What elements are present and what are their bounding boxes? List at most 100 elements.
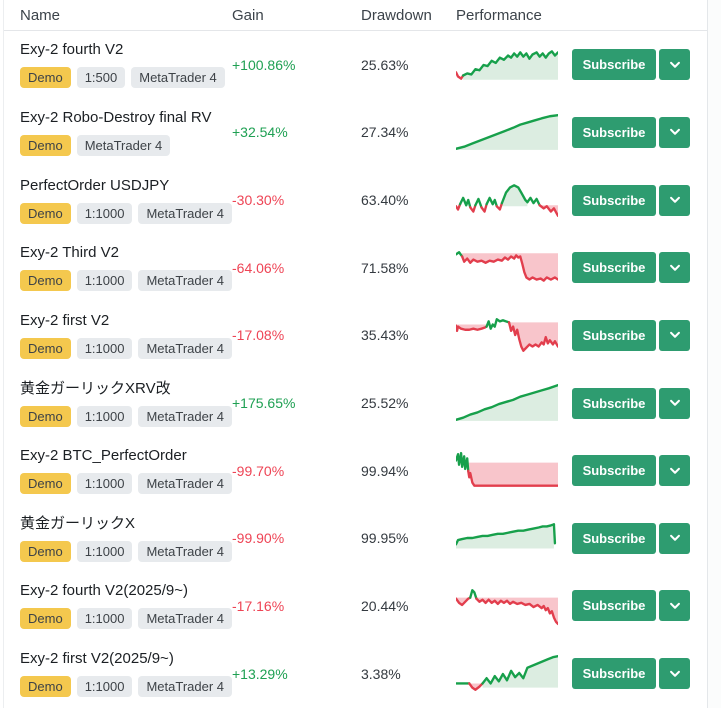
signal-name-link[interactable]: PerfectOrder USDJPY [20, 176, 170, 194]
chevron-down-icon [669, 467, 680, 474]
signal-name-cell: Exy-2 fourth V2 Demo 1:500 MetaTrader 4 [20, 41, 232, 89]
subscribe-button[interactable]: Subscribe [572, 455, 656, 487]
leverage-badge: 1:1000 [76, 676, 133, 698]
subscribe-dropdown-button[interactable] [659, 252, 690, 284]
subscribe-button[interactable]: Subscribe [572, 319, 656, 351]
subscribe-actions: Subscribe [572, 387, 707, 419]
account-type-badge: Demo [20, 676, 71, 698]
performance-cell [456, 382, 572, 424]
signal-row: Exy-2 fourth V2(2025/9~) Demo 1:1000 MetaT… [4, 572, 707, 640]
performance-sparkline [456, 250, 558, 282]
signal-name-cell: 黄金ガーリックX Demo 1:1000 MetaTrader 4 [20, 514, 233, 562]
leverage-badge: 1:1000 [76, 202, 133, 224]
subscribe-button[interactable]: Subscribe [572, 184, 656, 216]
signal-name-cell: Exy-2 first V2 Demo 1:1000 MetaTrader 4 [20, 311, 233, 359]
subscribe-dropdown-button[interactable] [659, 116, 690, 148]
signal-row: Exy-2 Robo-Destroy final RV Demo MetaTrad… [4, 99, 707, 167]
signal-name-link[interactable]: Exy-2 BTC_PerfectOrder [20, 447, 187, 465]
right-gutter [708, 0, 721, 708]
subscribe-dropdown-button[interactable] [659, 387, 690, 419]
signal-name-link[interactable]: Exy-2 first V2(2025/9~) [20, 650, 174, 668]
account-type-badge: Demo [20, 270, 71, 292]
subscribe-dropdown-button[interactable] [659, 658, 690, 690]
subscribe-actions: Subscribe [572, 319, 707, 351]
platform-badge: MetaTrader 4 [138, 337, 233, 359]
performance-sparkline [456, 451, 558, 487]
gain-value: -64.06% [232, 259, 285, 276]
signal-name-cell: PerfectOrder USDJPY Demo 1:1000 MetaTrader… [20, 176, 233, 224]
subscribe-dropdown-button[interactable] [659, 49, 690, 81]
performance-cell [456, 111, 572, 153]
signal-name-link[interactable]: 黄金ガーリックX [20, 514, 136, 532]
performance-cell [456, 585, 572, 627]
signal-row: Exy-2 BTC_PerfectOrder Demo 1:1000 MetaTra… [4, 437, 707, 505]
table-body: Exy-2 fourth V2 Demo 1:500 MetaTrader 4 +1… [4, 31, 707, 707]
signal-name-link[interactable]: Exy-2 fourth V2(2025/9~) [20, 582, 189, 600]
leverage-badge: 1:1000 [76, 473, 133, 495]
badge-list: Demo 1:500 MetaTrader 4 [20, 67, 225, 89]
badge-list: Demo 1:1000 MetaTrader 4 [20, 405, 233, 427]
subscribe-button[interactable]: Subscribe [572, 387, 656, 419]
drawdown-value: 25.63% [361, 56, 409, 73]
subscribe-button[interactable]: Subscribe [572, 116, 656, 148]
subscribe-button[interactable]: Subscribe [572, 252, 656, 284]
chevron-down-icon [669, 264, 680, 271]
column-header-name: Name [20, 6, 61, 24]
platform-badge: MetaTrader 4 [138, 270, 233, 292]
gain-value: +32.54% [232, 124, 288, 141]
signal-name-link[interactable]: Exy-2 Third V2 [20, 244, 119, 262]
chevron-down-icon [669, 129, 680, 136]
leverage-badge: 1:1000 [76, 540, 133, 562]
table-header: Name Gain Drawdown Performance [4, 0, 707, 31]
gain-value: -30.30% [232, 192, 285, 209]
drawdown-value: 63.40% [361, 192, 409, 209]
subscribe-actions: Subscribe [572, 252, 707, 284]
subscribe-dropdown-button[interactable] [659, 319, 690, 351]
left-gutter [0, 0, 3, 708]
subscribe-dropdown-button[interactable] [659, 522, 690, 554]
platform-badge: MetaTrader 4 [138, 405, 233, 427]
chevron-down-icon [669, 670, 680, 677]
account-type-badge: Demo [20, 134, 71, 156]
signal-name-cell: Exy-2 fourth V2(2025/9~) Demo 1:1000 MetaT… [20, 582, 233, 630]
subscribe-dropdown-button[interactable] [659, 184, 690, 216]
signal-name-link[interactable]: Exy-2 fourth V2 [20, 41, 124, 59]
subscribe-button[interactable]: Subscribe [572, 590, 656, 622]
chevron-down-icon [669, 332, 680, 339]
performance-sparkline [456, 654, 558, 691]
performance-cell [456, 450, 572, 492]
badge-list: Demo MetaTrader 4 [20, 134, 222, 156]
signal-name-cell: Exy-2 BTC_PerfectOrder Demo 1:1000 MetaTra… [20, 447, 233, 495]
subscribe-actions: Subscribe [572, 522, 707, 554]
gain-value: -99.90% [232, 530, 285, 547]
subscribe-actions: Subscribe [572, 658, 707, 690]
subscribe-dropdown-button[interactable] [659, 590, 690, 622]
signal-row: Exy-2 fourth V2 Demo 1:500 MetaTrader 4 +1… [4, 31, 707, 99]
chevron-down-icon [669, 196, 680, 203]
gain-value: +175.65% [232, 395, 296, 412]
signal-name-link[interactable]: Exy-2 Robo-Destroy final RV [20, 108, 212, 126]
chevron-down-icon [669, 535, 680, 542]
drawdown-value: 27.34% [361, 124, 409, 141]
performance-sparkline [456, 49, 558, 80]
subscribe-button[interactable]: Subscribe [572, 522, 656, 554]
subscribe-dropdown-button[interactable] [659, 455, 690, 487]
drawdown-value: 3.38% [361, 665, 401, 682]
subscribe-button[interactable]: Subscribe [572, 658, 656, 690]
platform-badge: MetaTrader 4 [76, 134, 171, 156]
performance-sparkline [456, 523, 557, 549]
subscribe-actions: Subscribe [572, 590, 707, 622]
leverage-badge: 1:1000 [76, 608, 133, 630]
performance-sparkline [456, 383, 558, 422]
signal-name-link[interactable]: 黄金ガーリックXRV改 [20, 379, 171, 397]
account-type-badge: Demo [20, 202, 71, 224]
drawdown-value: 35.43% [361, 327, 409, 344]
performance-sparkline [456, 114, 558, 151]
badge-list: Demo 1:1000 MetaTrader 4 [20, 202, 233, 224]
subscribe-button[interactable]: Subscribe [572, 49, 656, 81]
subscribe-actions: Subscribe [572, 116, 707, 148]
account-type-badge: Demo [20, 540, 71, 562]
gain-value: +100.86% [232, 56, 296, 73]
signal-name-link[interactable]: Exy-2 first V2 [20, 311, 110, 329]
